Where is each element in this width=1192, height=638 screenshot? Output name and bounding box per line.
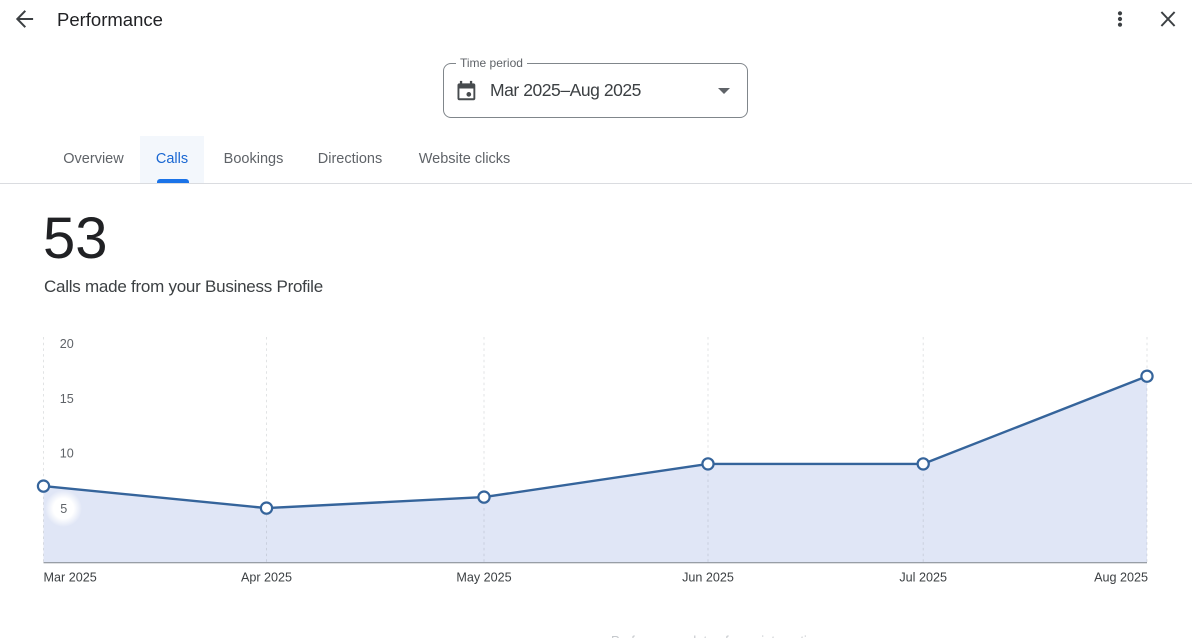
svg-text:Mar 2025: Mar 2025 — [44, 571, 97, 585]
svg-text:Jun 2025: Jun 2025 — [682, 571, 734, 585]
svg-text:May 2025: May 2025 — [456, 571, 511, 585]
svg-text:Apr 2025: Apr 2025 — [241, 571, 292, 585]
svg-text:5: 5 — [60, 502, 67, 516]
svg-text:15: 15 — [60, 392, 74, 406]
svg-text:Aug 2025: Aug 2025 — [1094, 571, 1148, 585]
svg-text:20: 20 — [60, 337, 74, 351]
svg-text:Jul 2025: Jul 2025 — [899, 571, 947, 585]
svg-text:10: 10 — [60, 447, 74, 461]
